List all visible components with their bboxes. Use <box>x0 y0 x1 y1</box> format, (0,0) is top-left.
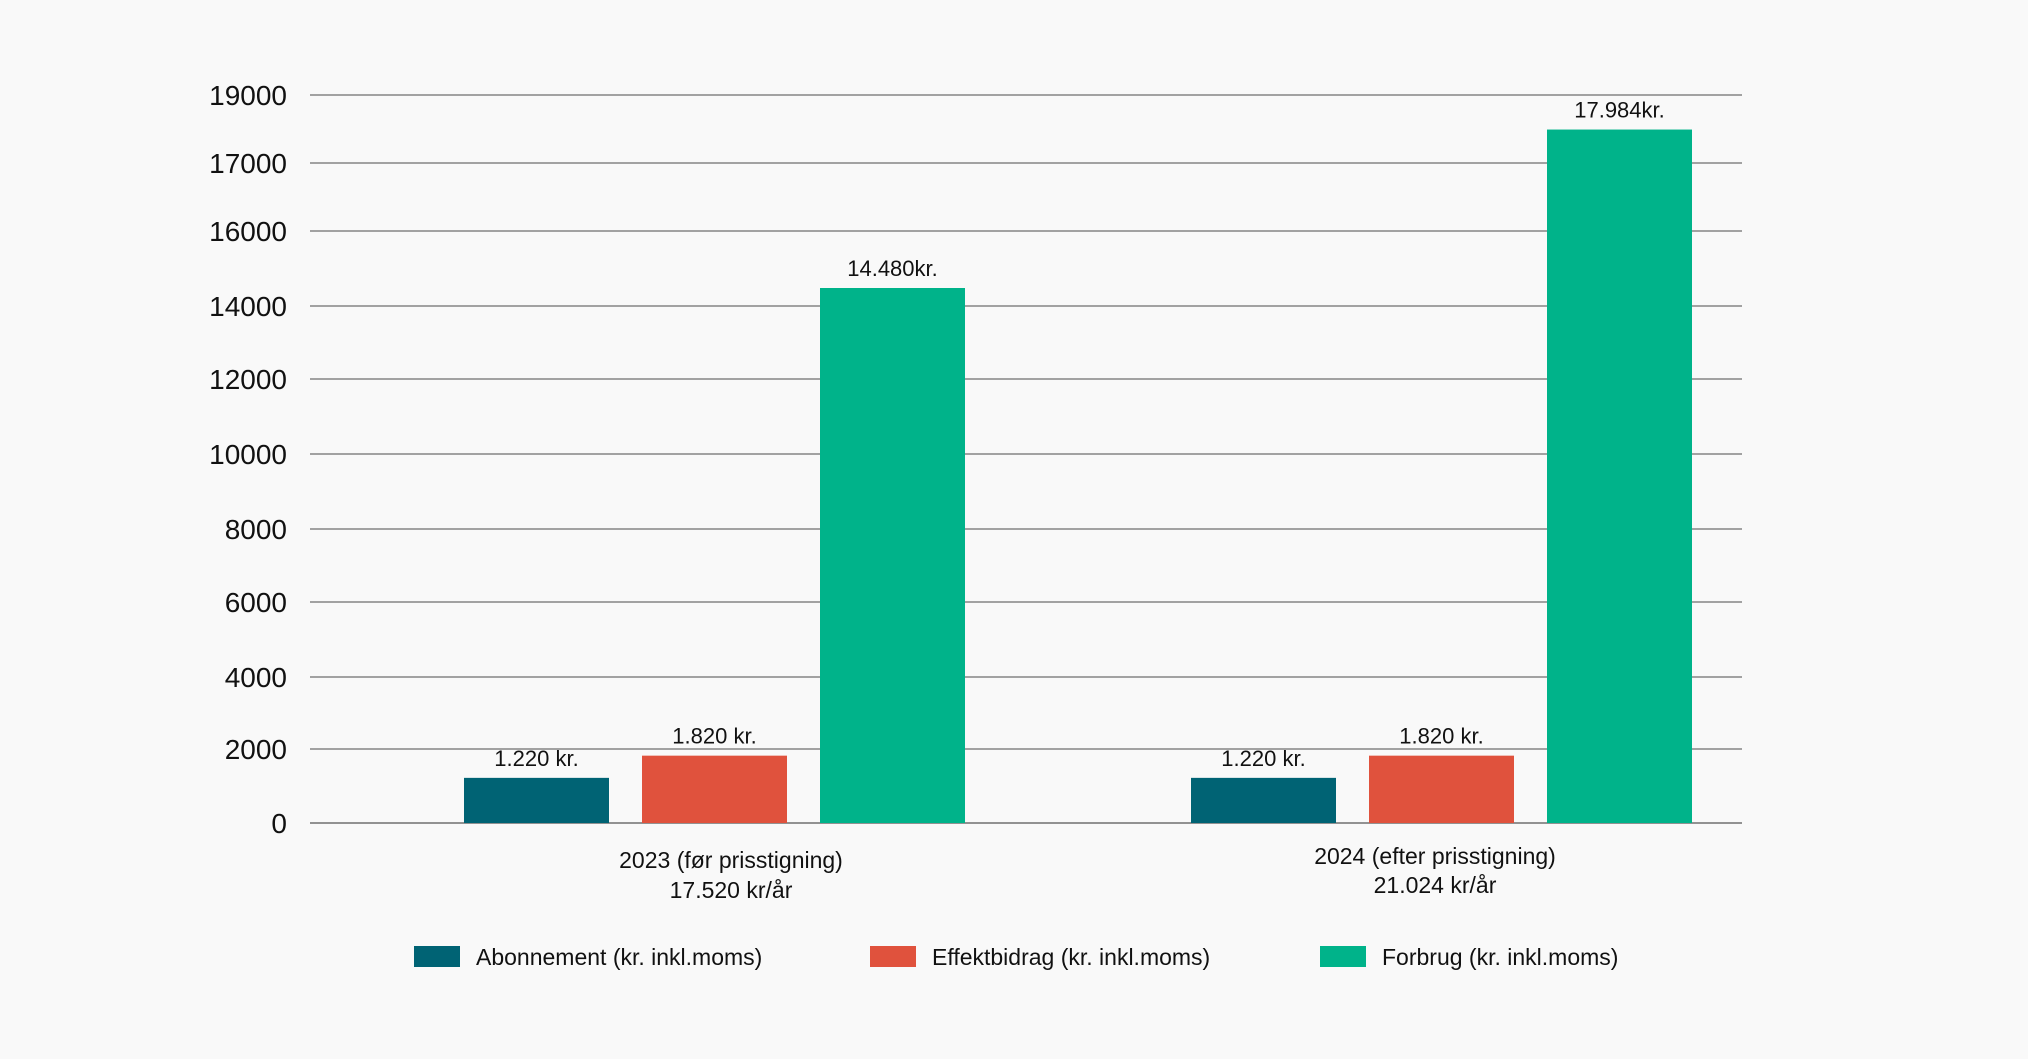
x-category-total: 17.520 kr/år <box>670 877 793 903</box>
data-label: 1.820 kr. <box>672 724 756 749</box>
bar <box>820 288 965 823</box>
data-label: 14.480kr. <box>847 256 938 281</box>
y-tick-label: 6000 <box>225 587 287 618</box>
y-tick-label: 16000 <box>209 216 287 247</box>
data-label: 1.220 kr. <box>494 746 578 771</box>
legend-swatch <box>870 946 916 967</box>
x-category-label: 2024 (efter prisstigning) <box>1314 843 1556 869</box>
y-tick-label: 14000 <box>209 291 287 322</box>
legend-swatch <box>1320 946 1366 967</box>
bar <box>642 755 787 823</box>
legend-label: Forbrug (kr. inkl.moms) <box>1382 944 1618 970</box>
legend-label: Abonnement (kr. inkl.moms) <box>476 944 762 970</box>
y-tick-label: 0 <box>271 808 287 839</box>
bar <box>1191 777 1336 823</box>
y-tick-label: 12000 <box>209 364 287 395</box>
data-label: 1.220 kr. <box>1221 746 1305 771</box>
bar <box>1547 129 1692 823</box>
legend-label: Effektbidrag (kr. inkl.moms) <box>932 944 1210 970</box>
x-category-label: 2023 (før prisstigning) <box>619 847 843 873</box>
y-tick-label: 19000 <box>209 80 287 111</box>
y-tick-label: 8000 <box>225 514 287 545</box>
y-tick-label: 4000 <box>225 662 287 693</box>
y-tick-label: 10000 <box>209 439 287 470</box>
y-tick-label: 17000 <box>209 148 287 179</box>
bar <box>1369 755 1514 823</box>
data-label: 1.820 kr. <box>1399 724 1483 749</box>
legend-swatch <box>414 946 460 967</box>
bar <box>464 777 609 823</box>
x-category-total: 21.024 kr/år <box>1374 872 1497 898</box>
y-tick-label: 2000 <box>225 734 287 765</box>
data-label: 17.984kr. <box>1574 98 1665 123</box>
